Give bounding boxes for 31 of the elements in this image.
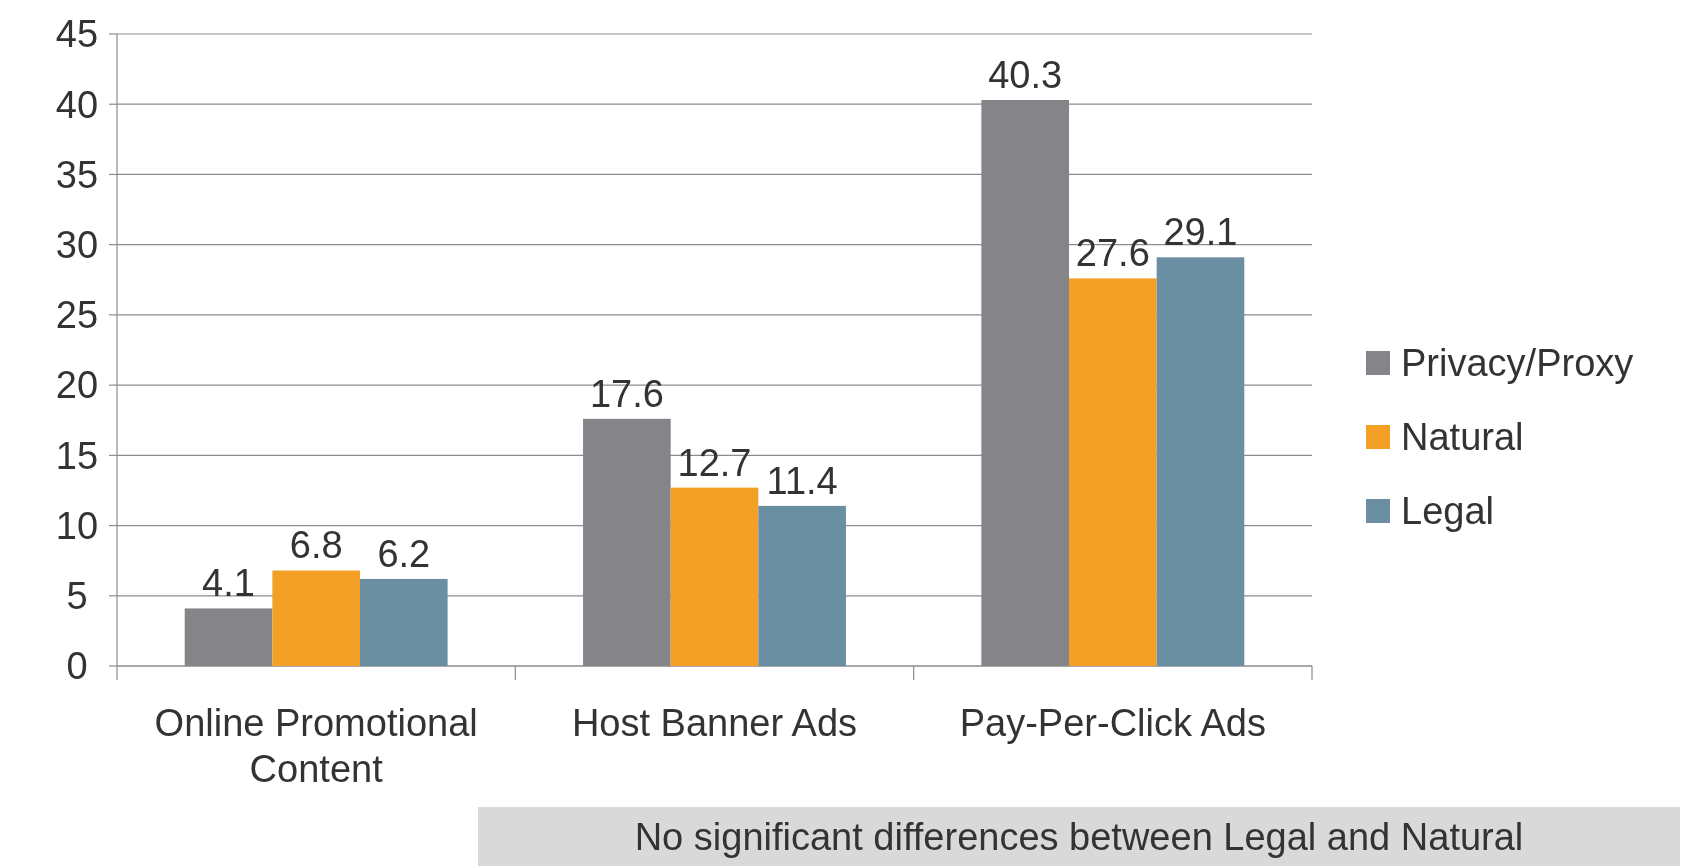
x-tick-label: Host Banner Ads — [571, 702, 858, 744]
data-label: 40.3 — [988, 54, 1063, 97]
data-label: 29.1 — [1163, 211, 1238, 254]
y-tick-label: 45 — [55, 13, 99, 56]
text: No significant differences between Legal and Natural — [634, 816, 1524, 858]
bar — [758, 505, 846, 666]
data-label: 6.8 — [289, 524, 343, 567]
data-label: 6.2 — [377, 532, 431, 575]
bar — [1156, 257, 1245, 666]
y-tick-label: 30 — [55, 223, 99, 266]
bar — [670, 487, 759, 666]
bar — [359, 578, 448, 666]
y-tick-label: 5 — [66, 575, 88, 618]
legend-label: Privacy/Proxy — [1401, 342, 1634, 385]
bar — [1069, 278, 1157, 666]
x-tick-label: Pay-Per-Click Ads — [959, 702, 1266, 744]
y-tick-label: 20 — [55, 364, 99, 407]
data-label: 17.6 — [589, 372, 664, 415]
y-tick-label: 25 — [55, 294, 99, 337]
y-tick-label: 10 — [55, 504, 99, 547]
data-label: 4.1 — [202, 562, 255, 605]
bar — [272, 570, 360, 666]
y-tick-label: 40 — [55, 83, 99, 126]
data-label: 11.4 — [766, 459, 838, 502]
legend-label: Natural — [1401, 416, 1524, 459]
y-tick-label: 0 — [66, 645, 88, 688]
y-tick-label: 15 — [55, 434, 99, 477]
data-label: 27.6 — [1075, 232, 1150, 275]
y-tick-label: 35 — [55, 153, 99, 196]
legend-label: Legal — [1401, 490, 1494, 533]
x-tick-label: Online Promotional Content — [154, 702, 478, 790]
